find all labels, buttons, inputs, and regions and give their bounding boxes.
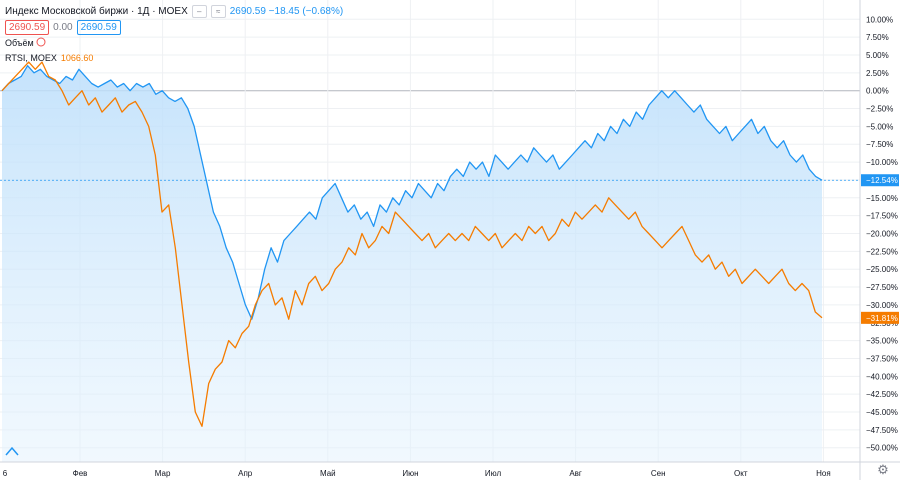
chart-header: Индекс Московской биржи · 1Д · MOEX – ≈ … bbox=[5, 5, 343, 18]
x-tick-label: Мар bbox=[155, 469, 171, 478]
x-tick-label: Май bbox=[320, 469, 336, 478]
x-tick-label: Окт bbox=[734, 469, 748, 478]
collapse-icon[interactable]: – bbox=[191, 5, 207, 18]
y-tick-label: 2.50% bbox=[866, 69, 889, 78]
trade-buttons: 2690.59 0.00 2690.59 bbox=[5, 20, 121, 35]
y-tick-label: 0.00% bbox=[866, 87, 889, 96]
y-tick-label: −25.00% bbox=[866, 265, 898, 274]
compare-symbol: RTSI, MOEX bbox=[5, 53, 57, 63]
y-tick-label: 7.50% bbox=[866, 33, 889, 42]
spread-value: 0.00 bbox=[53, 22, 73, 33]
compare-last-value-badge bbox=[861, 311, 899, 324]
logo-icon[interactable] bbox=[5, 446, 19, 456]
buy-button[interactable]: 2690.59 bbox=[76, 20, 121, 35]
y-tick-label: −7.50% bbox=[866, 140, 893, 149]
x-tick-label: Июн bbox=[402, 469, 418, 478]
main-last-value-label: −12.54% bbox=[866, 176, 898, 185]
y-tick-label: −45.00% bbox=[866, 408, 898, 417]
compare-last-value-label: −31.81% bbox=[866, 314, 898, 323]
y-tick-label: −50.00% bbox=[866, 444, 898, 453]
y-tick-label: −10.00% bbox=[866, 158, 898, 167]
compare-legend[interactable]: RTSI, MOEX 1066.60 bbox=[5, 53, 93, 63]
event-flag-icon[interactable] bbox=[36, 37, 46, 47]
y-tick-label: −15.00% bbox=[866, 194, 898, 203]
x-tick-label: 6 bbox=[3, 469, 8, 478]
compare-value: 1066.60 bbox=[60, 53, 94, 63]
y-tick-label: 10.00% bbox=[866, 15, 893, 24]
main-series-area bbox=[2, 65, 822, 462]
area-fill bbox=[2, 65, 822, 462]
change-readout: 2690.59 −18.45 (−0.68%) bbox=[229, 6, 344, 17]
y-tick-label: −30.00% bbox=[866, 301, 898, 310]
chart-title: Индекс Московской биржи · 1Д · MOEX bbox=[5, 6, 188, 17]
y-tick-label: −5.00% bbox=[866, 122, 893, 131]
compare-series-line bbox=[1, 61, 823, 427]
x-tick-label: Ноя bbox=[816, 469, 831, 478]
y-tick-label: −42.50% bbox=[866, 390, 898, 399]
y-tick-label: −27.50% bbox=[866, 283, 898, 292]
main-series-line bbox=[1, 65, 823, 320]
y-tick-label: −47.50% bbox=[866, 426, 898, 435]
y-tick-label: 5.00% bbox=[866, 51, 889, 60]
x-tick-label: Фев bbox=[73, 469, 88, 478]
gear-icon[interactable]: ⚙ bbox=[877, 462, 889, 477]
y-tick-label: −22.50% bbox=[866, 247, 898, 256]
y-tick-label: −2.50% bbox=[866, 105, 893, 114]
sell-button[interactable]: 2690.59 bbox=[5, 20, 50, 35]
main-last-value-badge bbox=[861, 174, 899, 187]
x-tick-label: Апр bbox=[238, 469, 253, 478]
y-tick-label: −40.00% bbox=[866, 372, 898, 381]
y-tick-label: −17.50% bbox=[866, 212, 898, 221]
compare-icon[interactable]: ≈ bbox=[210, 5, 226, 18]
y-tick-label: −20.00% bbox=[866, 230, 898, 239]
x-tick-label: Июл bbox=[485, 469, 502, 478]
x-tick-label: Авг bbox=[569, 469, 582, 478]
y-tick-label: −35.00% bbox=[866, 337, 898, 346]
volume-legend[interactable]: Объём bbox=[5, 38, 34, 48]
y-tick-label: −37.50% bbox=[866, 354, 898, 363]
x-tick-label: Сен bbox=[651, 469, 666, 478]
series-lines bbox=[0, 61, 860, 427]
